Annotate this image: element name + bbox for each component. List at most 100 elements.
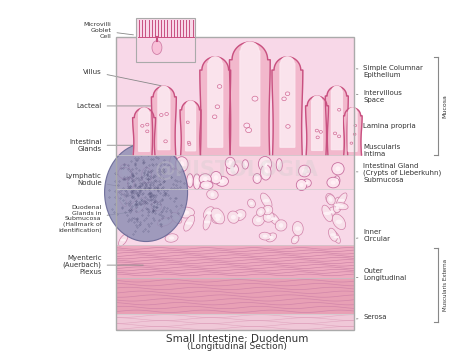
Text: Serosa: Serosa [356, 314, 387, 320]
Ellipse shape [146, 130, 149, 133]
Ellipse shape [173, 216, 179, 219]
Ellipse shape [327, 177, 339, 188]
Bar [117, 37, 354, 155]
Polygon shape [180, 101, 201, 155]
Ellipse shape [175, 157, 188, 172]
Ellipse shape [228, 211, 239, 223]
Ellipse shape [322, 205, 332, 222]
Ellipse shape [339, 205, 344, 208]
Ellipse shape [187, 141, 190, 144]
Ellipse shape [203, 207, 214, 219]
Ellipse shape [327, 195, 335, 205]
Ellipse shape [353, 133, 356, 135]
Ellipse shape [336, 179, 338, 182]
Bar [117, 314, 354, 330]
Ellipse shape [354, 124, 356, 127]
Ellipse shape [268, 212, 280, 225]
Ellipse shape [204, 184, 209, 187]
Ellipse shape [299, 165, 310, 177]
Ellipse shape [186, 222, 193, 225]
Polygon shape [151, 86, 176, 155]
Text: Intervillous
Space: Intervillous Space [356, 89, 402, 103]
Ellipse shape [244, 163, 246, 166]
Ellipse shape [179, 161, 184, 167]
Text: Intestinal
Glands: Intestinal Glands [69, 139, 168, 152]
Ellipse shape [262, 161, 268, 167]
Ellipse shape [237, 213, 242, 217]
Ellipse shape [326, 193, 335, 204]
Ellipse shape [212, 215, 224, 224]
Polygon shape [272, 57, 303, 155]
Polygon shape [343, 108, 362, 155]
Polygon shape [331, 86, 342, 149]
Ellipse shape [234, 209, 246, 220]
Ellipse shape [336, 207, 339, 209]
Ellipse shape [129, 181, 132, 185]
Ellipse shape [247, 199, 255, 208]
Ellipse shape [300, 183, 304, 187]
Ellipse shape [332, 214, 346, 230]
Ellipse shape [334, 204, 341, 213]
Ellipse shape [141, 125, 144, 127]
Polygon shape [158, 86, 170, 149]
Ellipse shape [316, 136, 319, 139]
Ellipse shape [275, 220, 287, 231]
Ellipse shape [214, 214, 221, 218]
Ellipse shape [164, 140, 167, 143]
Ellipse shape [336, 193, 347, 208]
Ellipse shape [157, 218, 173, 226]
Ellipse shape [200, 181, 213, 190]
Ellipse shape [165, 234, 178, 242]
Ellipse shape [333, 197, 342, 213]
Ellipse shape [338, 199, 345, 202]
Ellipse shape [118, 191, 127, 207]
Ellipse shape [266, 215, 271, 219]
Ellipse shape [293, 238, 297, 241]
Ellipse shape [186, 121, 189, 124]
Ellipse shape [334, 176, 340, 185]
Ellipse shape [259, 210, 263, 214]
Ellipse shape [271, 217, 277, 220]
Ellipse shape [263, 205, 273, 215]
Ellipse shape [315, 129, 319, 132]
Polygon shape [240, 42, 260, 146]
Ellipse shape [256, 208, 265, 217]
Ellipse shape [169, 236, 174, 240]
Ellipse shape [122, 171, 128, 175]
Ellipse shape [172, 159, 175, 165]
Ellipse shape [285, 92, 290, 95]
Ellipse shape [244, 123, 250, 128]
Polygon shape [200, 57, 231, 155]
Ellipse shape [328, 228, 337, 241]
Ellipse shape [189, 178, 191, 183]
Ellipse shape [332, 163, 344, 175]
Ellipse shape [246, 128, 252, 133]
Ellipse shape [337, 108, 341, 111]
Ellipse shape [137, 206, 143, 208]
Ellipse shape [145, 172, 149, 179]
Polygon shape [139, 108, 149, 151]
Ellipse shape [128, 178, 134, 188]
Ellipse shape [225, 157, 235, 169]
Ellipse shape [182, 211, 189, 215]
Ellipse shape [295, 226, 301, 231]
Text: Outer
Longitudinal: Outer Longitudinal [356, 268, 407, 282]
Ellipse shape [171, 212, 182, 223]
FancyBboxPatch shape [136, 17, 195, 62]
Text: Villus: Villus [83, 69, 161, 86]
Ellipse shape [218, 84, 222, 88]
Ellipse shape [206, 211, 212, 215]
Ellipse shape [292, 222, 303, 236]
Text: Mucosa: Mucosa [443, 94, 447, 118]
Ellipse shape [337, 135, 341, 138]
Ellipse shape [282, 97, 286, 101]
Ellipse shape [193, 174, 201, 190]
Ellipse shape [266, 233, 276, 242]
Ellipse shape [263, 199, 270, 202]
Bar [117, 278, 354, 314]
Text: Small Intestine: Duodenum: Small Intestine: Duodenum [166, 334, 308, 344]
Text: (Longitudinal Section): (Longitudinal Section) [187, 342, 287, 351]
Ellipse shape [230, 167, 235, 172]
Ellipse shape [333, 236, 339, 238]
Ellipse shape [255, 176, 259, 180]
